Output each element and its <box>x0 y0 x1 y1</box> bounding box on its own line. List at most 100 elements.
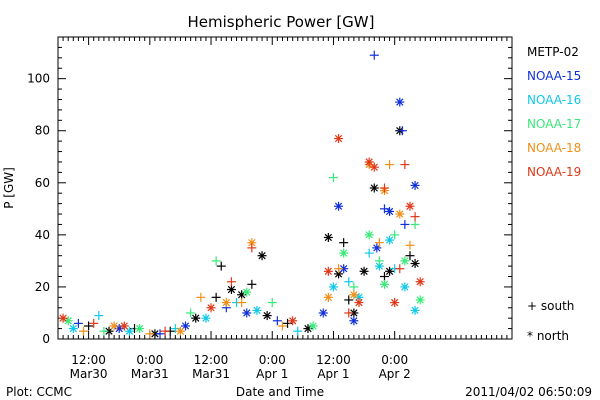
marker-stroke <box>339 265 348 273</box>
marker-stroke <box>125 327 134 335</box>
south-marker <box>211 256 221 266</box>
north-marker <box>242 308 252 318</box>
south-marker <box>247 279 257 289</box>
marker-stroke <box>365 158 373 166</box>
south-marker <box>410 212 420 222</box>
legend-entry-noaa-15: NOAA-15 <box>527 69 581 83</box>
south-marker <box>379 183 389 193</box>
marker-legend-south: + south <box>527 299 574 313</box>
north-marker <box>206 303 216 313</box>
marker-stroke <box>411 259 419 268</box>
marker-stroke <box>365 231 373 239</box>
north-marker <box>400 256 410 266</box>
south-marker <box>73 318 83 328</box>
north-marker <box>354 298 364 308</box>
south-marker <box>277 321 287 331</box>
north-marker <box>58 313 68 323</box>
marker-stroke <box>329 283 338 291</box>
south-marker <box>374 256 384 266</box>
marker-stroke <box>370 184 378 192</box>
marker-stroke <box>288 317 297 325</box>
north-marker <box>369 183 379 193</box>
marker-stroke <box>324 233 333 242</box>
south-marker <box>84 321 94 331</box>
x-tick-label-time: 0:00 <box>136 353 163 367</box>
marker-stroke <box>416 296 424 304</box>
north-marker <box>349 316 359 326</box>
south-marker <box>216 261 226 271</box>
marker-stroke <box>385 236 394 244</box>
marker-stroke <box>243 288 251 296</box>
north-marker <box>201 313 211 323</box>
marker-stroke <box>319 309 327 317</box>
marker-stroke <box>59 314 67 322</box>
south-marker <box>89 318 99 328</box>
north-marker <box>369 162 379 172</box>
north-marker <box>334 134 344 144</box>
marker-stroke <box>64 317 72 325</box>
north-marker <box>257 251 267 261</box>
north-marker <box>288 316 298 326</box>
north-marker <box>308 321 318 331</box>
marker-stroke <box>192 314 200 322</box>
north-marker <box>68 324 78 334</box>
south-marker <box>364 248 374 258</box>
x-tick-label-date: Apr 2 <box>379 367 411 381</box>
x-tick-label-time: 12:00 <box>194 353 229 367</box>
south-marker <box>272 316 282 326</box>
south-marker <box>405 240 415 250</box>
south-marker <box>410 219 420 229</box>
north-marker <box>395 209 405 219</box>
y-axis-label: P [GW] <box>2 167 16 209</box>
marker-stroke <box>391 298 399 307</box>
marker-stroke <box>222 298 231 307</box>
north-marker <box>318 308 328 318</box>
south-marker <box>99 326 109 336</box>
north-marker <box>242 287 252 297</box>
legend-entry-noaa-19: NOAA-19 <box>527 165 581 179</box>
south-marker <box>385 160 395 170</box>
legend-entry-noaa-16: NOAA-16 <box>527 93 581 107</box>
north-marker <box>405 201 415 211</box>
north-marker <box>410 180 420 190</box>
marker-stroke <box>69 324 77 333</box>
south-marker <box>145 329 155 339</box>
south-marker <box>160 326 170 336</box>
south-marker <box>344 295 354 305</box>
north-marker <box>328 282 338 292</box>
marker-stroke <box>411 306 419 315</box>
marker-stroke <box>401 257 409 265</box>
marker-stroke <box>227 285 236 294</box>
north-marker <box>323 266 333 276</box>
marker-stroke <box>370 163 378 171</box>
marker-stroke <box>380 280 389 288</box>
north-marker <box>339 248 349 258</box>
marker-stroke <box>110 322 118 330</box>
marker-stroke <box>258 252 266 260</box>
marker-stroke <box>401 283 409 291</box>
north-marker <box>109 321 119 331</box>
south-marker <box>211 292 221 302</box>
marker-stroke <box>176 327 185 335</box>
south-marker <box>379 272 389 282</box>
north-marker <box>395 97 405 107</box>
footer-timestamp: 2011/04/02 06:50:09 <box>465 385 592 399</box>
south-marker <box>94 311 104 321</box>
marker-stroke <box>334 202 343 210</box>
south-marker <box>186 308 196 318</box>
south-marker <box>400 219 410 229</box>
marker-stroke <box>385 207 394 216</box>
north-marker <box>400 282 410 292</box>
marker-stroke <box>324 267 333 275</box>
south-marker <box>349 282 359 292</box>
legend-entry-noaa-17: NOAA-17 <box>527 117 581 131</box>
marker-stroke <box>355 298 363 307</box>
y-tick-label: 60 <box>35 176 50 190</box>
south-marker <box>334 264 344 274</box>
south-marker <box>397 126 407 136</box>
marker-stroke <box>207 304 215 312</box>
x-tick-label-time: 12:00 <box>316 353 351 367</box>
north-marker <box>119 321 129 331</box>
marker-stroke <box>253 306 261 315</box>
